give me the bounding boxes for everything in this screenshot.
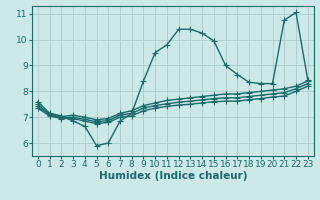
X-axis label: Humidex (Indice chaleur): Humidex (Indice chaleur) [99,171,247,181]
